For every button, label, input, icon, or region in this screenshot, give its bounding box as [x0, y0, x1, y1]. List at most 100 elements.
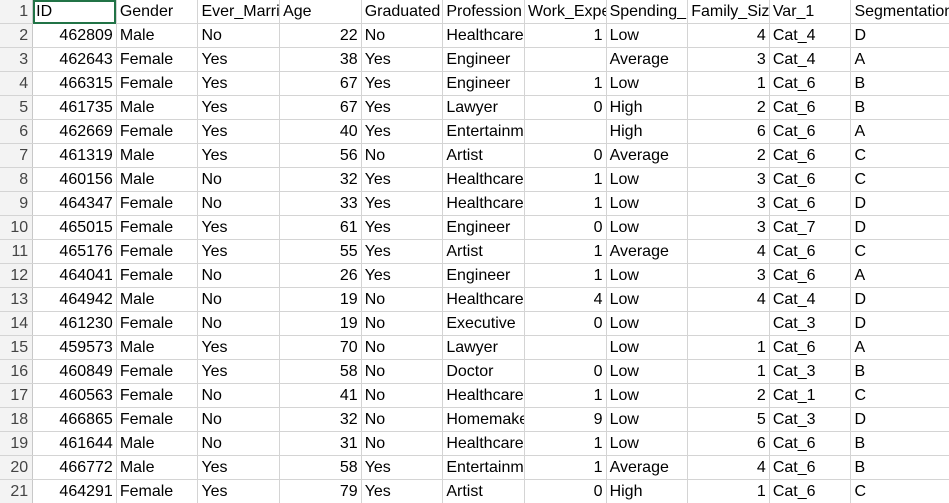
cell-var-1[interactable]: Cat_6	[769, 479, 852, 503]
cell-id[interactable]: 462643	[32, 47, 117, 72]
cell-family-size[interactable]: 1	[687, 71, 770, 96]
cell-gender[interactable]: Female	[116, 47, 199, 72]
cell-age[interactable]: 19	[279, 311, 362, 336]
cell-gender[interactable]: Female	[116, 383, 199, 408]
row-number[interactable]: 18	[0, 407, 34, 432]
cell-graduated[interactable]: Yes	[361, 239, 444, 264]
cell-gender[interactable]: Male	[116, 287, 199, 312]
cell-id[interactable]: 462809	[32, 23, 117, 48]
cell-work-experience[interactable]: 9	[524, 407, 607, 432]
cell-family-size[interactable]: 1	[687, 359, 770, 384]
cell-id[interactable]: 461644	[32, 431, 117, 456]
cell-profession[interactable]: Healthcare	[442, 287, 525, 312]
cell-gender[interactable]: Male	[116, 431, 199, 456]
cell-id[interactable]: 460563	[32, 383, 117, 408]
cell-id[interactable]: 464041	[32, 263, 117, 288]
cell-ever-married[interactable]: No	[197, 431, 281, 456]
cell-var-1[interactable]: Cat_4	[769, 47, 852, 72]
cell-spending-score[interactable]: Low	[606, 359, 689, 384]
cell-gender[interactable]: Female	[116, 71, 199, 96]
cell-age[interactable]: 67	[279, 95, 362, 120]
cell-spending-score[interactable]: Average	[606, 239, 689, 264]
cell-segmentation[interactable]: D	[850, 407, 949, 432]
row-number[interactable]: 4	[0, 71, 34, 96]
cell-ever-married[interactable]: Yes	[197, 239, 281, 264]
row-number[interactable]: 14	[0, 311, 34, 336]
cell-segmentation[interactable]: B	[850, 95, 949, 120]
cell-age[interactable]: 67	[279, 71, 362, 96]
cell-profession[interactable]: Lawyer	[442, 335, 525, 360]
cell-profession[interactable]: Artist	[442, 479, 525, 503]
cell-work-experience[interactable]: 0	[524, 143, 607, 168]
cell-profession[interactable]: Healthcare	[442, 383, 525, 408]
cell-profession[interactable]: Entertainment	[442, 455, 525, 480]
row-number[interactable]: 15	[0, 335, 34, 360]
header-cell-graduated[interactable]: Graduated	[361, 0, 444, 24]
cell-age[interactable]: 58	[279, 455, 362, 480]
cell-work-experience[interactable]: 1	[524, 23, 607, 48]
cell-spending-score[interactable]: High	[606, 479, 689, 503]
cell-gender[interactable]: Female	[116, 311, 199, 336]
cell-age[interactable]: 31	[279, 431, 362, 456]
cell-id[interactable]: 465176	[32, 239, 117, 264]
cell-age[interactable]: 55	[279, 239, 362, 264]
cell-age[interactable]: 56	[279, 143, 362, 168]
cell-ever-married[interactable]: Yes	[197, 119, 281, 144]
cell-work-experience[interactable]: 0	[524, 95, 607, 120]
cell-profession[interactable]: Healthcare	[442, 431, 525, 456]
cell-graduated[interactable]: Yes	[361, 71, 444, 96]
cell-spending-score[interactable]: Low	[606, 215, 689, 240]
cell-gender[interactable]: Male	[116, 455, 199, 480]
cell-segmentation[interactable]: C	[850, 383, 949, 408]
cell-var-1[interactable]: Cat_6	[769, 95, 852, 120]
header-cell-segmentation[interactable]: Segmentation	[850, 0, 949, 24]
cell-age[interactable]: 22	[279, 23, 362, 48]
row-number[interactable]: 10	[0, 215, 34, 240]
cell-segmentation[interactable]: C	[850, 239, 949, 264]
cell-spending-score[interactable]: Low	[606, 191, 689, 216]
cell-spending-score[interactable]: Average	[606, 143, 689, 168]
cell-var-1[interactable]: Cat_3	[769, 311, 852, 336]
cell-gender[interactable]: Female	[116, 239, 199, 264]
cell-segmentation[interactable]: B	[850, 431, 949, 456]
cell-ever-married[interactable]: Yes	[197, 455, 281, 480]
cell-spending-score[interactable]: Average	[606, 47, 689, 72]
cell-work-experience[interactable]: 1	[524, 239, 607, 264]
cell-segmentation[interactable]: B	[850, 359, 949, 384]
row-number[interactable]: 6	[0, 119, 34, 144]
cell-graduated[interactable]: No	[361, 143, 444, 168]
cell-family-size[interactable]	[687, 311, 770, 336]
cell-family-size[interactable]: 5	[687, 407, 770, 432]
cell-work-experience[interactable]: 1	[524, 191, 607, 216]
cell-work-experience[interactable]: 1	[524, 167, 607, 192]
cell-graduated[interactable]: No	[361, 311, 444, 336]
cell-ever-married[interactable]: No	[197, 23, 281, 48]
cell-gender[interactable]: Male	[116, 95, 199, 120]
cell-age[interactable]: 40	[279, 119, 362, 144]
cell-ever-married[interactable]: No	[197, 167, 281, 192]
header-cell-gender[interactable]: Gender	[116, 0, 199, 24]
cell-ever-married[interactable]: Yes	[197, 143, 281, 168]
cell-segmentation[interactable]: D	[850, 215, 949, 240]
cell-age[interactable]: 41	[279, 383, 362, 408]
cell-spending-score[interactable]: High	[606, 95, 689, 120]
cell-ever-married[interactable]: Yes	[197, 479, 281, 503]
cell-spending-score[interactable]: Low	[606, 167, 689, 192]
cell-ever-married[interactable]: No	[197, 311, 281, 336]
cell-var-1[interactable]: Cat_6	[769, 119, 852, 144]
row-number[interactable]: 19	[0, 431, 34, 456]
cell-graduated[interactable]: Yes	[361, 191, 444, 216]
cell-graduated[interactable]: No	[361, 383, 444, 408]
cell-var-1[interactable]: Cat_1	[769, 383, 852, 408]
cell-spending-score[interactable]: Low	[606, 71, 689, 96]
cell-family-size[interactable]: 6	[687, 431, 770, 456]
cell-ever-married[interactable]: No	[197, 191, 281, 216]
cell-profession[interactable]: Artist	[442, 239, 525, 264]
cell-var-1[interactable]: Cat_3	[769, 359, 852, 384]
cell-ever-married[interactable]: Yes	[197, 71, 281, 96]
cell-age[interactable]: 33	[279, 191, 362, 216]
header-cell-ever-married[interactable]: Ever_Marri	[197, 0, 281, 24]
cell-var-1[interactable]: Cat_6	[769, 431, 852, 456]
cell-family-size[interactable]: 6	[687, 119, 770, 144]
cell-id[interactable]: 466865	[32, 407, 117, 432]
